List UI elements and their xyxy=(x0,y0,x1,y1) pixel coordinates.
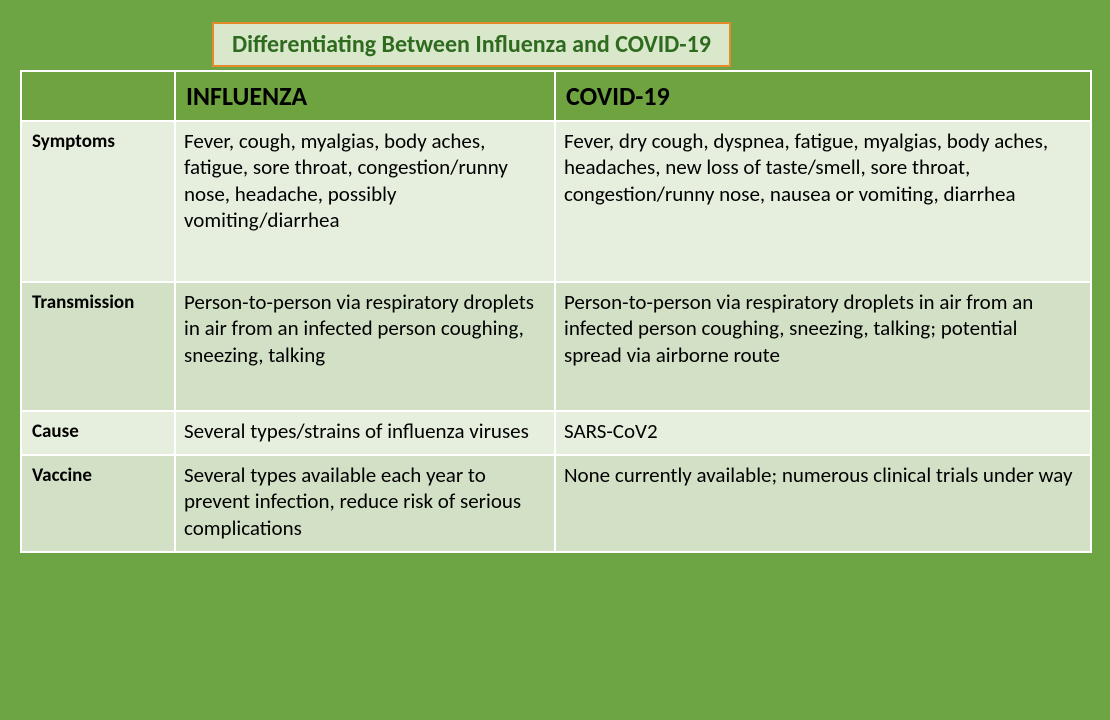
cell-covid: None currently available; numerous clini… xyxy=(555,455,1091,552)
page-title-box: Differentiating Between Influenza and CO… xyxy=(212,22,731,67)
row-label: Transmission xyxy=(21,282,175,411)
table-row: Cause Several types/strains of influenza… xyxy=(21,411,1091,455)
table-header-row: INFLUENZA COVID-19 xyxy=(21,71,1091,121)
header-empty xyxy=(21,71,175,121)
cell-covid: Person-to-person via respiratory droplet… xyxy=(555,282,1091,411)
cell-influenza: Several types available each year to pre… xyxy=(175,455,555,552)
cell-covid: SARS-CoV2 xyxy=(555,411,1091,455)
cell-influenza: Several types/strains of influenza virus… xyxy=(175,411,555,455)
table-row: Symptoms Fever, cough, myalgias, body ac… xyxy=(21,121,1091,282)
page-title: Differentiating Between Influenza and CO… xyxy=(232,30,711,59)
row-label: Symptoms xyxy=(21,121,175,282)
row-label: Vaccine xyxy=(21,455,175,552)
cell-influenza: Person-to-person via respiratory droplet… xyxy=(175,282,555,411)
cell-covid: Fever, dry cough, dyspnea, fatigue, myal… xyxy=(555,121,1091,282)
cell-influenza: Fever, cough, myalgias, body aches, fati… xyxy=(175,121,555,282)
table-row: Vaccine Several types available each yea… xyxy=(21,455,1091,552)
row-label: Cause xyxy=(21,411,175,455)
comparison-table: INFLUENZA COVID-19 Symptoms Fever, cough… xyxy=(20,70,1092,553)
header-covid: COVID-19 xyxy=(555,71,1091,121)
header-influenza: INFLUENZA xyxy=(175,71,555,121)
table-row: Transmission Person-to-person via respir… xyxy=(21,282,1091,411)
